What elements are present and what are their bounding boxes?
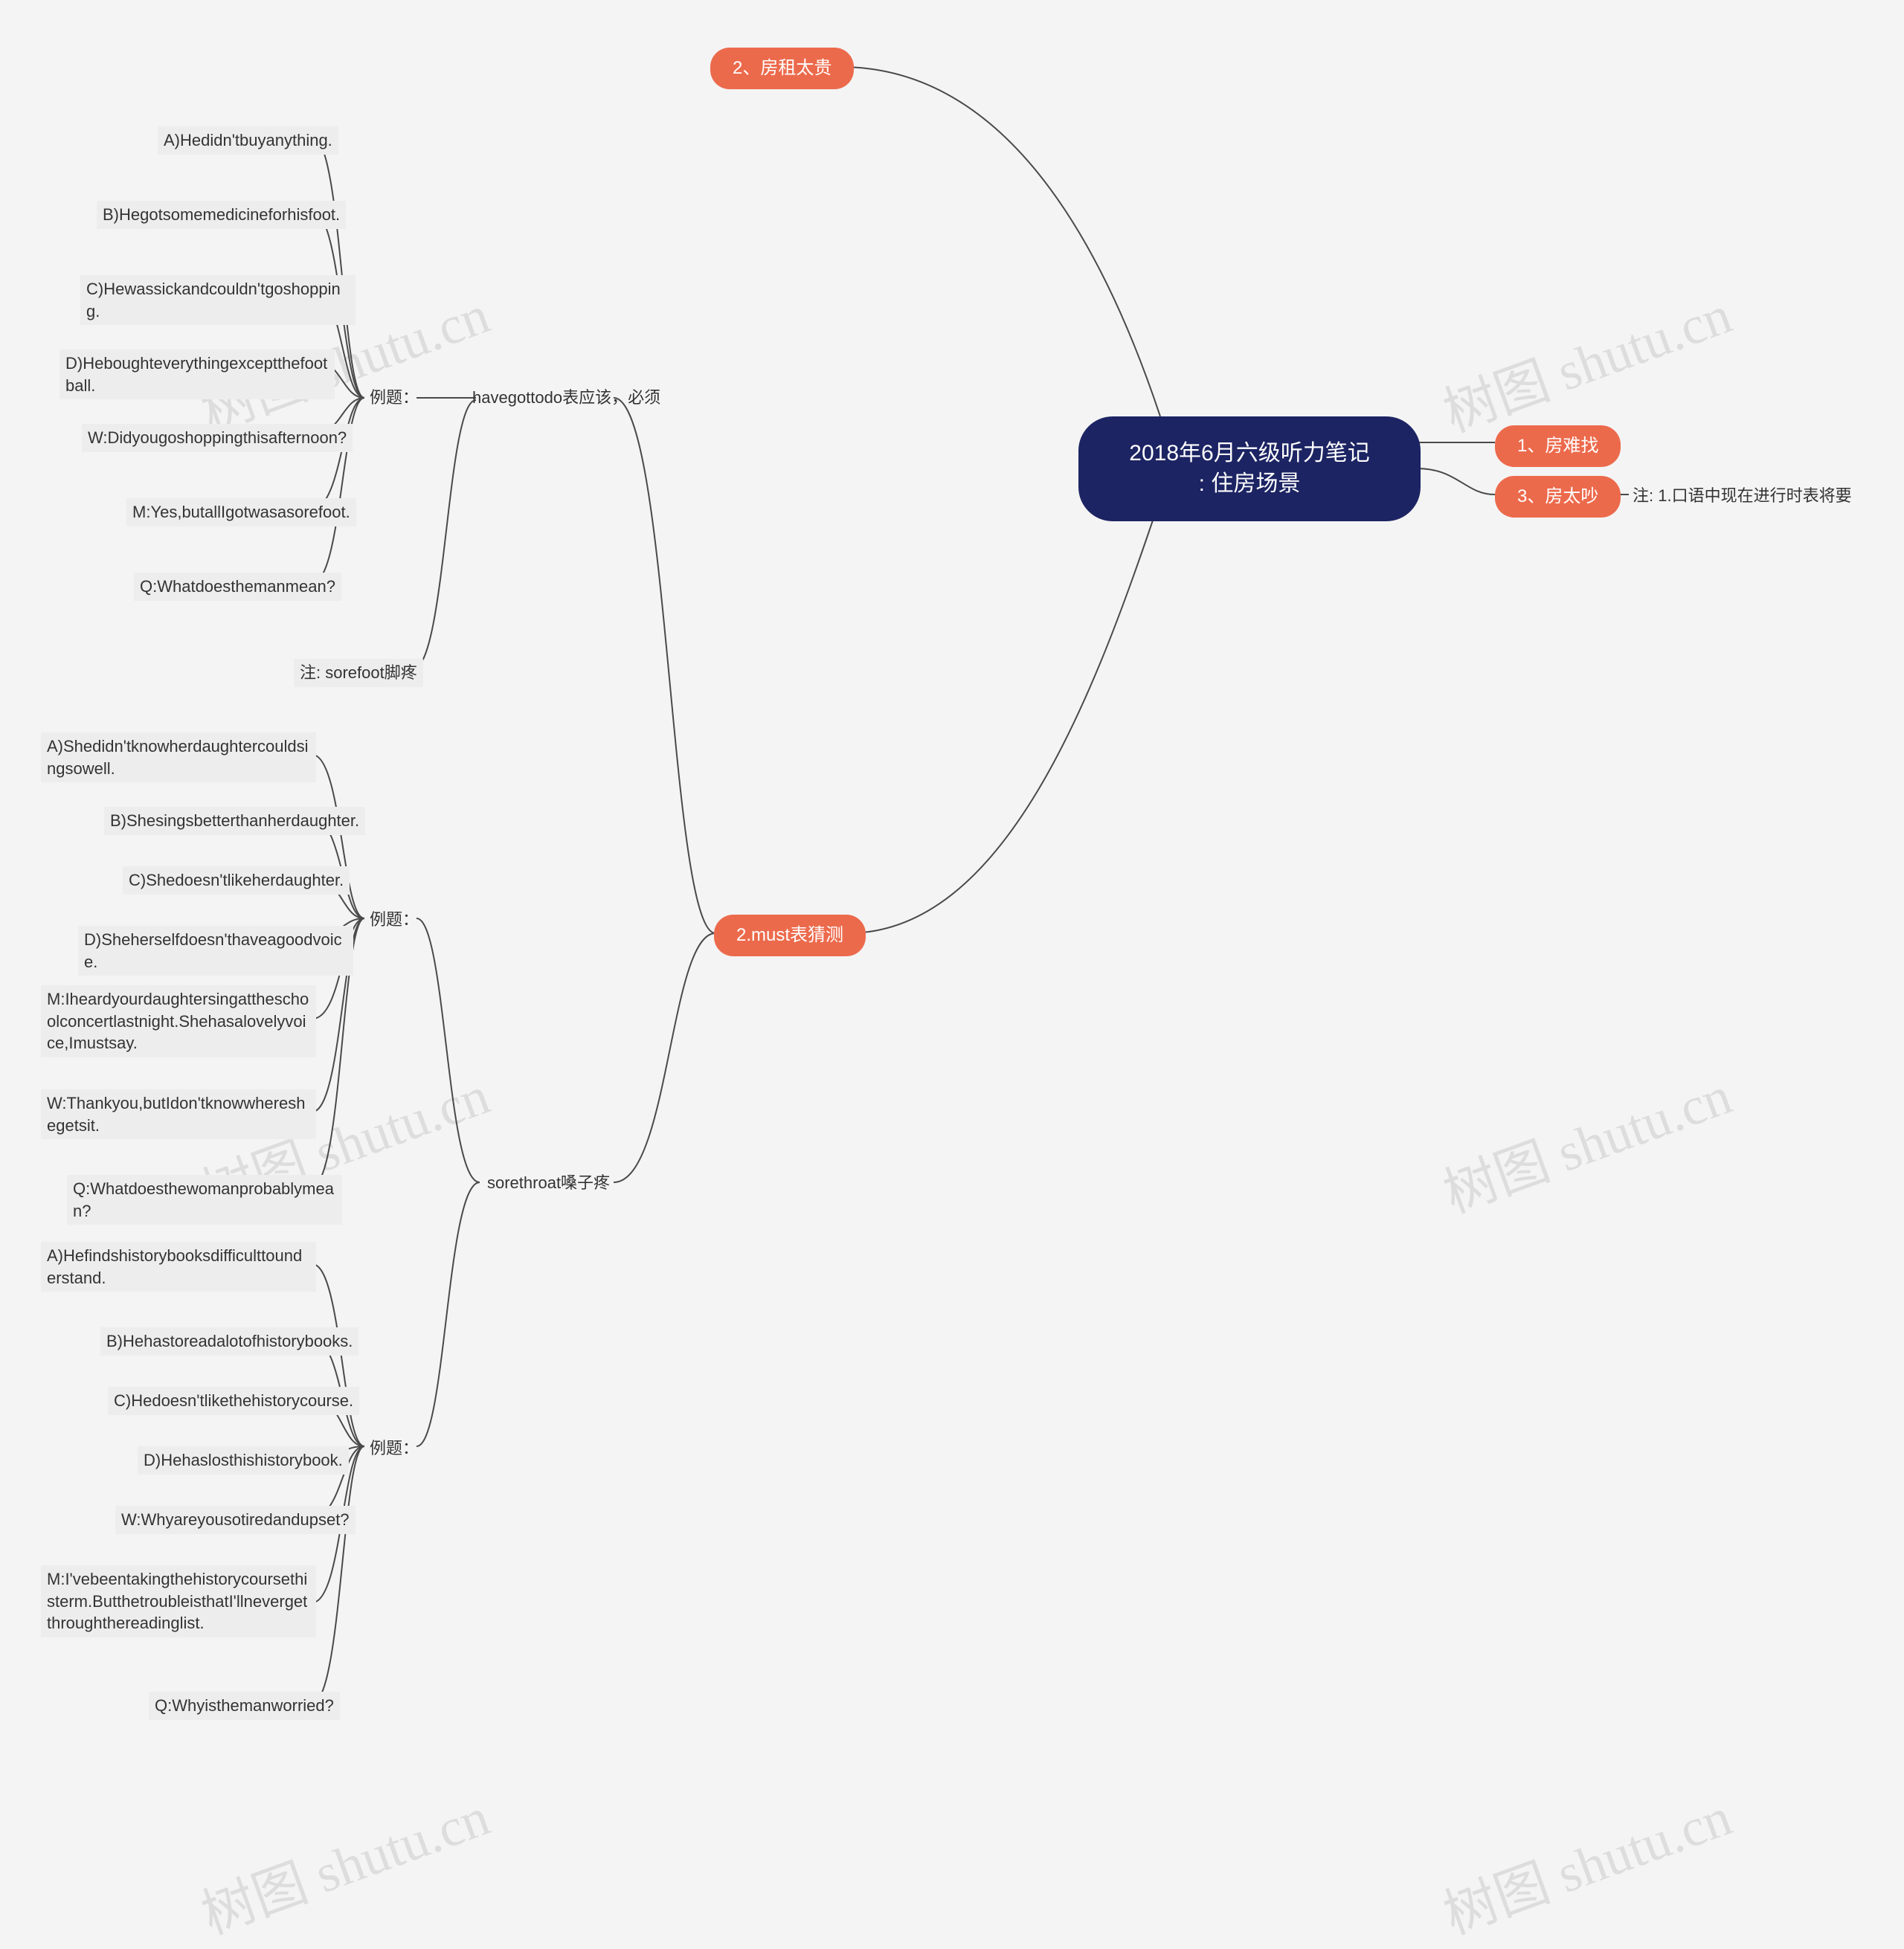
watermark: 树图 shutu.cn [1431,271,1740,447]
root-node[interactable]: 2018年6月六级听力笔记 : 住房场景 [1078,416,1421,521]
watermark: 树图 shutu.cn [1431,1051,1740,1228]
eg1-q: Q:Whatdoesthewomanprobablymean? [67,1175,342,1225]
c1-example-label: 例题： [370,387,419,409]
must-child-2: sorethroat嗓子疼 [487,1172,610,1194]
branch-2[interactable]: 2、房租太贵 [710,48,854,89]
eg1-a: A)Shedidn'tknowherdaughtercouldsingsowel… [41,732,316,782]
c1-item-q: Q:Whatdoesthemanmean? [134,573,341,601]
c1-item-b: B)Hegotsomemedicineforhisfoot. [97,201,346,229]
root-line1: 2018年6月六级听力笔记 [1111,439,1388,469]
must-child-1: havegottodo表应该，必须 [472,387,660,409]
eg2-a: A)Hefindshistorybooksdifficulttoundersta… [41,1242,316,1292]
branch-3[interactable]: 3、房太吵 [1495,476,1621,518]
branch-must[interactable]: 2.must表猜测 [714,915,866,956]
eg1-d: D)Sheherselfdoesn'thaveagoodvoice. [78,926,353,976]
c2-eg1-label: 例题： [370,909,419,931]
c2-eg2-label: 例题： [370,1437,419,1460]
branch-1[interactable]: 1、房难找 [1495,425,1621,467]
eg2-d: D)Hehaslosthishistorybook. [138,1446,349,1475]
c1-item-a: A)Hedidn'tbuyanything. [158,126,338,155]
watermark: 树图 shutu.cn [1431,1773,1740,1949]
eg1-w: W:Thankyou,butIdon'tknowwhereshegetsit. [41,1089,316,1139]
c1-item-w: W:Didyougoshoppingthisafternoon? [82,424,353,452]
eg1-b: B)Shesingsbetterthanherdaughter. [104,807,365,835]
eg2-q: Q:Whyisthemanworried? [149,1692,340,1720]
eg2-c: C)Hedoesn'tlikethehistorycourse. [108,1387,359,1415]
eg2-w: W:Whyareyousotiredandupset? [115,1506,356,1534]
c1-item-d: D)Heboughteverythingexceptthefootball. [60,349,335,399]
c1-note: 注: sorefoot脚疼 [294,659,423,687]
branch-3-note: 注: 1.口语中现在进行时表将要 [1633,485,1852,507]
c1-item-c: C)Hewassickandcouldn'tgoshopping. [80,275,356,325]
eg1-c: C)Shedoesn'tlikeherdaughter. [123,866,350,895]
eg1-m: M:Iheardyourdaughtersingattheschoolconce… [41,985,316,1057]
root-line2: : 住房场景 [1111,469,1388,500]
c1-item-m: M:Yes,butallIgotwasasorefoot. [126,498,356,526]
eg2-b: B)Hehastoreadalotofhistorybooks. [100,1327,358,1356]
eg2-m: M:I'vebeentakingthehistorycoursethisterm… [41,1565,316,1637]
watermark: 树图 shutu.cn [189,1773,498,1949]
